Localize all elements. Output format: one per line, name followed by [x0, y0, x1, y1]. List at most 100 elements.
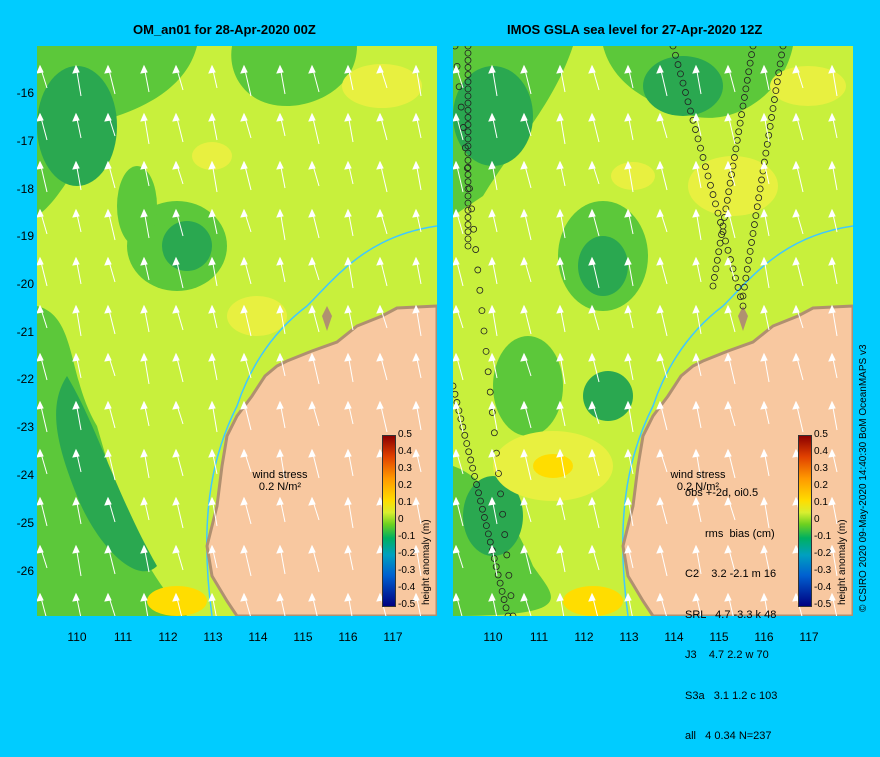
wind-arrow-icon [37, 208, 44, 218]
stats-row: C2 3.2 -2.1 m 16 [685, 568, 777, 580]
y-tick-label: -16 [16, 86, 34, 100]
wind-arrow-icon [172, 544, 180, 554]
satellite-track-icon [709, 191, 717, 198]
wind-arrow-icon [140, 496, 148, 506]
wind-arrow-icon [308, 304, 316, 314]
satellite-track-icon [478, 307, 486, 315]
satellite-track-icon [497, 490, 504, 498]
wind-arrow-icon [556, 208, 564, 218]
satellite-track-icon [677, 70, 684, 78]
wind-arrow-icon [308, 400, 316, 410]
wind-arrow-icon [760, 448, 768, 458]
wind-arrow-icon [760, 160, 768, 170]
satellite-track-icon [729, 265, 737, 273]
wind-arrow-icon [760, 112, 768, 122]
wind-arrow-icon [412, 544, 420, 554]
satellite-track-icon [672, 51, 679, 59]
satellite-track-icon [475, 489, 482, 497]
wind-arrow-icon [208, 112, 216, 122]
wind-arrow-icon [140, 448, 148, 458]
wind-arrow-icon [556, 544, 564, 554]
wind-arrow-icon [724, 64, 732, 74]
satellite-track-icon [704, 172, 712, 180]
colorbar-tick: -0.2 [398, 548, 416, 559]
wind-arrow-icon [276, 352, 284, 362]
wind-arrow-icon [172, 448, 180, 458]
satellite-track-icon [509, 612, 517, 616]
colorbar-tick: -0.4 [814, 582, 832, 593]
wind-arrow-icon [72, 304, 80, 314]
wind-arrow-icon [724, 352, 732, 362]
copyright-credit: © CSIRO 2020 09-May-2020 14:40:30 BoM Oc… [858, 344, 869, 612]
wind-arrow-icon [140, 352, 148, 362]
satellite-track-icon [745, 68, 753, 76]
wind-arrow-icon [208, 544, 216, 554]
satellite-track-icon [763, 140, 771, 148]
wind-stress-text: wind stress [252, 469, 308, 481]
satellite-track-icon [477, 497, 484, 505]
satellite-track-icon [735, 128, 743, 136]
wind-arrow-icon [488, 160, 496, 170]
wind-arrow-icon [308, 352, 316, 362]
wind-arrow-icon [453, 304, 460, 314]
wind-arrow-icon [724, 592, 732, 602]
wind-arrow-icon [72, 352, 80, 362]
x-tick-label: 112 [158, 630, 178, 644]
wind-arrow-icon [104, 496, 112, 506]
wind-arrow-icon [556, 400, 564, 410]
wind-arrow-icon [556, 448, 564, 458]
wind-arrow-icon [344, 400, 352, 410]
wind-arrow-icon [556, 256, 564, 266]
satellite-track-icon [713, 256, 721, 264]
satellite-track-icon [715, 248, 723, 256]
satellite-track-icon [464, 46, 472, 50]
colorbar-tick: 0.3 [398, 463, 412, 474]
wind-arrow-icon [240, 352, 248, 362]
wind-arrow-icon [172, 208, 180, 218]
wind-arrow-icon [453, 208, 460, 218]
wind-arrow-icon [624, 544, 632, 554]
satellite-track-icon [722, 205, 730, 213]
wind-arrow-icon [140, 64, 148, 74]
satellite-track-icon [482, 347, 490, 355]
wind-arrow-icon [412, 448, 420, 458]
x-tick-label: 117 [383, 630, 403, 644]
satellite-track-icon [488, 409, 496, 416]
colorbar-tick: 0.4 [814, 446, 828, 457]
wind-arrow-icon [828, 352, 836, 362]
wind-arrow-icon [556, 352, 564, 362]
satellite-track-icon [739, 302, 747, 310]
satellite-track-icon [717, 219, 724, 226]
satellite-track-icon [464, 128, 472, 136]
wind-arrow-icon [37, 448, 44, 458]
wind-arrow-icon [276, 64, 284, 74]
wind-arrow-icon [588, 448, 596, 458]
satellite-track-icon [482, 522, 490, 530]
satellite-track-icon [494, 571, 502, 579]
x-tick-label: 115 [709, 630, 729, 644]
wind-arrow-icon [656, 112, 664, 122]
wind-arrow-icon [172, 112, 180, 122]
wind-arrow-icon [240, 496, 248, 506]
wind-arrow-icon [104, 160, 112, 170]
satellite-track-icon [723, 196, 731, 204]
wind-arrow-icon [828, 496, 836, 506]
wind-arrow-icon [588, 160, 596, 170]
satellite-track-icon [504, 612, 512, 616]
wind-arrow-icon [208, 352, 216, 362]
left-colorbar [382, 435, 396, 607]
wind-arrow-icon [104, 448, 112, 458]
wind-arrow-icon [792, 496, 800, 506]
stats-row: all 4 0.34 N=237 [685, 730, 772, 742]
wind-arrow-icon [453, 112, 460, 122]
wind-arrow-icon [308, 64, 316, 74]
wind-arrow-icon [520, 400, 528, 410]
wind-arrow-icon [208, 400, 216, 410]
satellite-track-icon [748, 239, 755, 246]
wind-arrow-icon [588, 592, 596, 602]
wind-arrow-icon [488, 544, 496, 554]
wind-arrow-icon [72, 448, 80, 458]
satellite-track-icon [465, 448, 473, 456]
satellite-track-icon [749, 46, 757, 50]
wind-arrow-icon [104, 64, 112, 74]
